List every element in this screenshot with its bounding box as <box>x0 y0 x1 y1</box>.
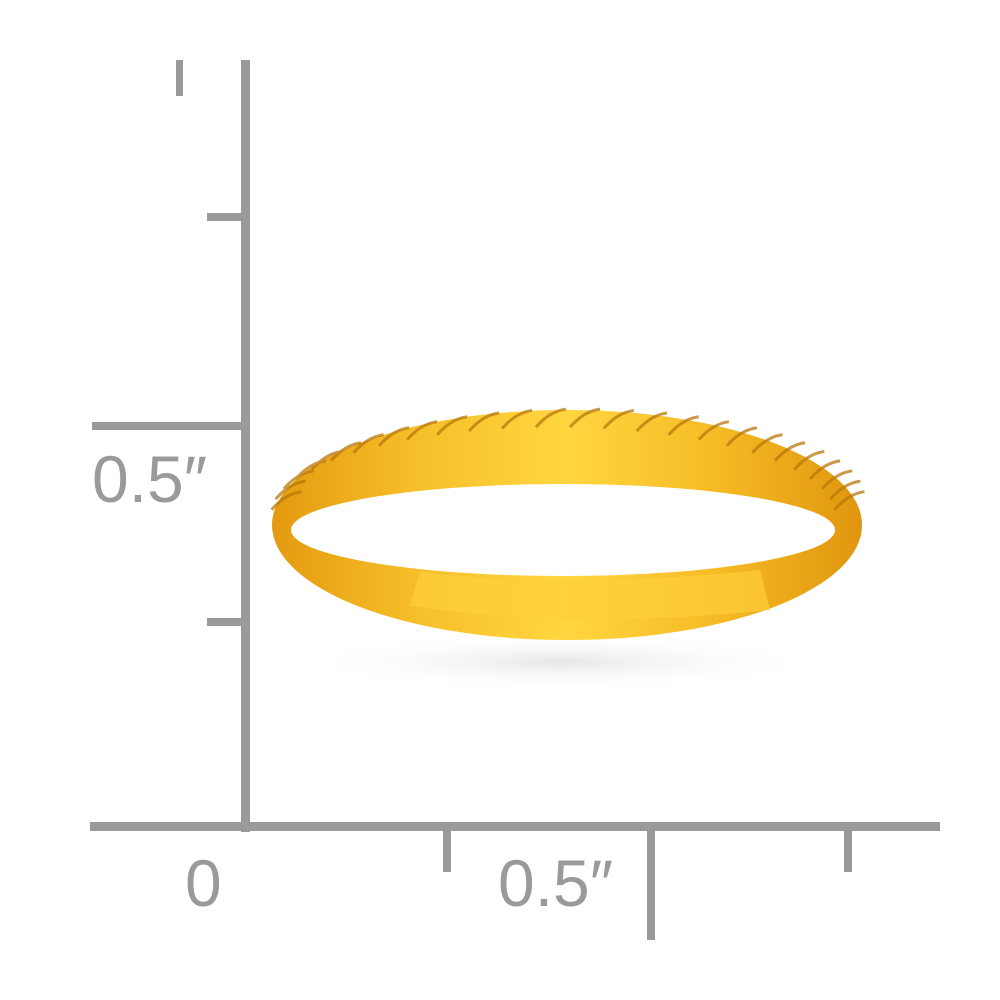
vertical-ruler-line <box>241 60 250 832</box>
horizontal-tick-half <box>647 828 655 940</box>
braid-strand <box>697 420 730 441</box>
braid-strand <box>377 426 410 447</box>
vertical-tick-quarter-lower <box>207 618 245 626</box>
horizontal-tick-three-quarter <box>844 828 852 872</box>
braid-strand <box>602 408 635 430</box>
braid-strand <box>294 459 327 480</box>
braid-strand <box>833 490 865 511</box>
vertical-tick-top <box>176 60 183 96</box>
braid-strand <box>773 441 806 462</box>
braid-strand <box>725 426 758 447</box>
braid-strand <box>501 408 533 430</box>
braid-strand <box>274 479 306 501</box>
braid-strand <box>534 407 567 429</box>
braid-strand <box>667 415 699 436</box>
horizontal-tick-quarter <box>443 828 451 872</box>
braid-strand <box>329 441 362 462</box>
braid-strand <box>405 420 438 441</box>
braid-strand <box>568 407 601 429</box>
braid-strand <box>751 433 783 454</box>
vertical-scale-label: 0.5″ <box>92 442 208 516</box>
horizontal-origin-label: 0 <box>185 846 222 920</box>
braid-strand <box>809 459 841 480</box>
horizontal-scale-label: 0.5″ <box>498 846 614 920</box>
braid-strand <box>793 449 825 471</box>
braid-strand <box>467 411 500 432</box>
ring-shadow <box>300 634 820 690</box>
braid-texture <box>270 407 865 511</box>
braid-strand <box>270 490 302 511</box>
braid-strand <box>352 433 384 454</box>
vertical-tick-quarter-upper <box>207 213 245 221</box>
braid-strand <box>829 479 861 501</box>
braid-strand <box>436 415 468 436</box>
vertical-tick-half <box>92 422 245 430</box>
braid-strand <box>821 469 853 490</box>
braid-strand <box>635 411 668 432</box>
horizontal-ruler-line <box>90 822 940 831</box>
ring-inner-shine <box>410 570 770 620</box>
